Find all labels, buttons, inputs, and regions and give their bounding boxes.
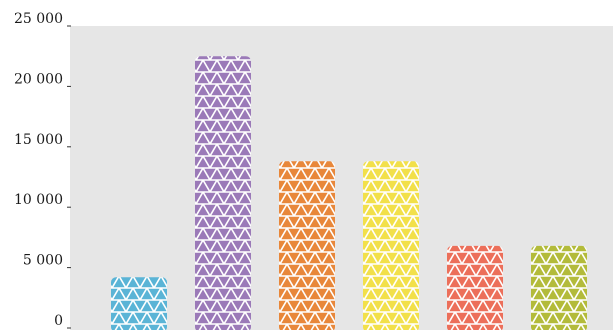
- bar-4: [363, 161, 419, 330]
- bar-3: [279, 161, 335, 330]
- y-tick-label: 5 000: [23, 253, 63, 269]
- bar-5: [447, 245, 503, 330]
- y-tick-label: 20 000: [14, 71, 63, 87]
- bar-6: [531, 245, 587, 330]
- y-axis: 0 5 000 10 000 15 000 20 000 25 000: [14, 11, 71, 329]
- bar-1: [111, 277, 167, 330]
- bar-2: [195, 56, 251, 330]
- y-tick-label: 10 000: [14, 192, 63, 208]
- y-tick-label: 25 000: [14, 11, 63, 27]
- y-tick-label: 15 000: [14, 132, 63, 148]
- bars: [111, 56, 587, 330]
- y-tick-label: 0: [54, 313, 63, 329]
